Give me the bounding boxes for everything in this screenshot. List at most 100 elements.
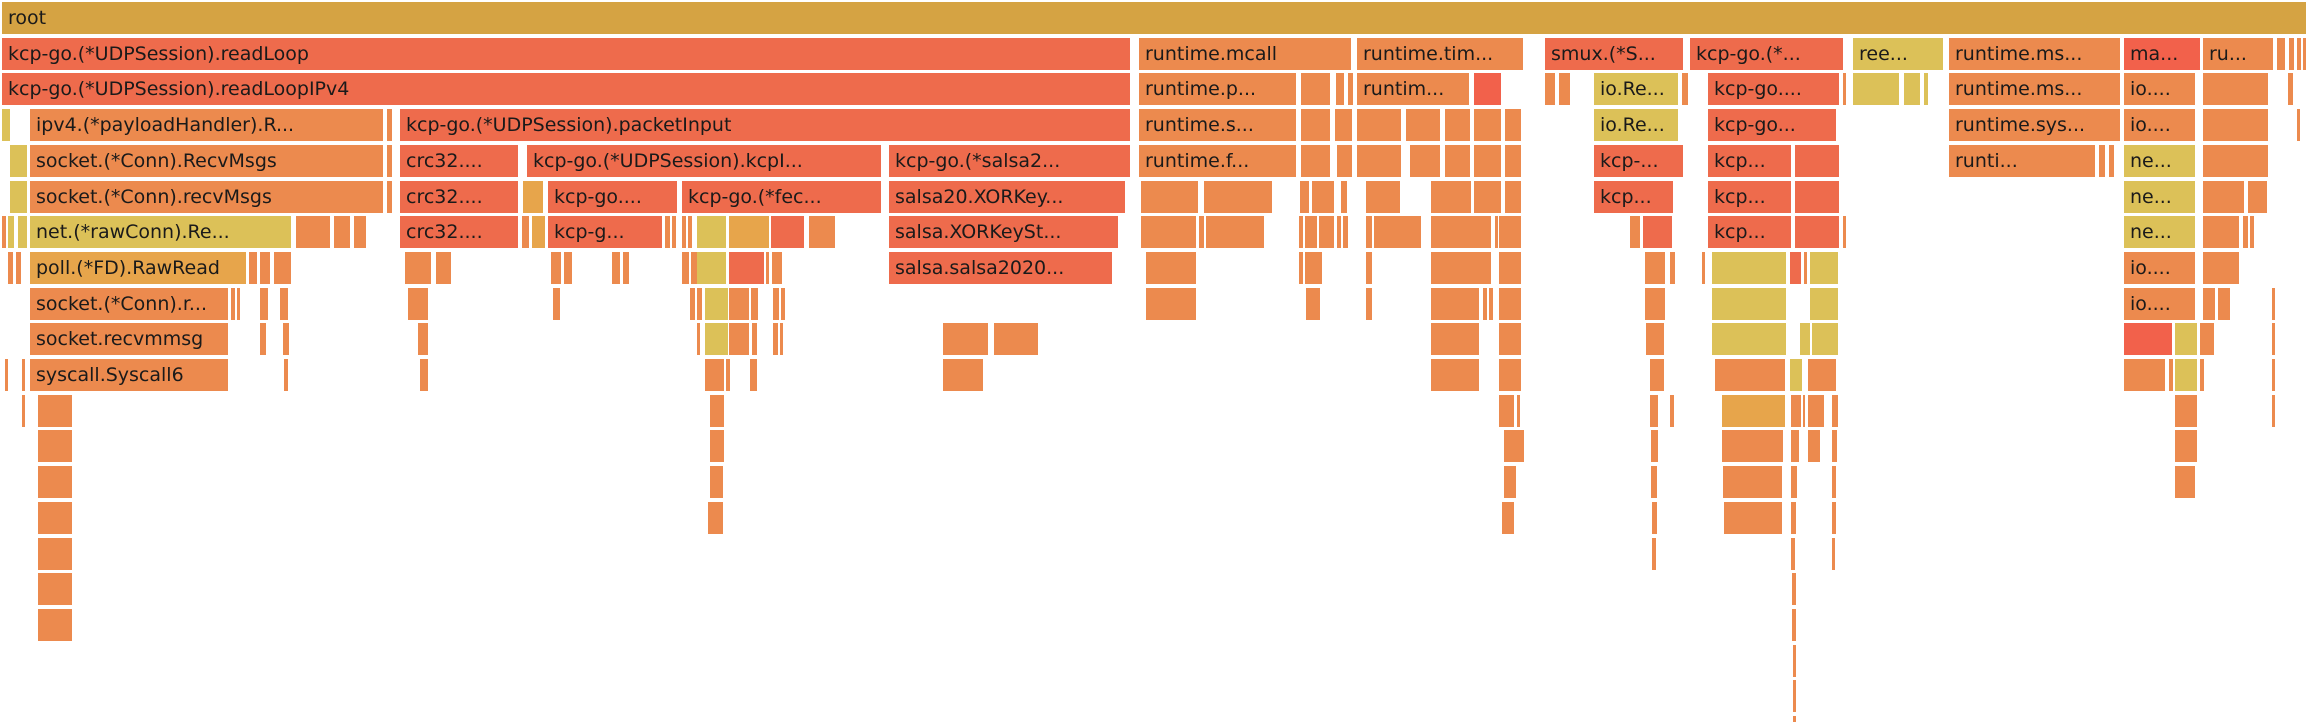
flame-frame[interactable] (1335, 109, 1352, 141)
flame-frame[interactable] (1337, 216, 1341, 248)
flame-frame[interactable] (387, 181, 392, 213)
flame-frame[interactable] (1474, 145, 1501, 177)
flame-frame[interactable] (729, 252, 764, 284)
flame-frame[interactable] (2175, 466, 2195, 498)
flame-frame[interactable] (10, 145, 27, 177)
flame-frame-kcp-go[interactable]: kcp-go.... (548, 181, 677, 213)
flame-frame[interactable] (1795, 145, 1839, 177)
flame-frame[interactable] (553, 288, 560, 320)
flame-frame[interactable] (994, 323, 1038, 355)
flame-frame[interactable] (2218, 288, 2230, 320)
flame-frame[interactable] (1410, 145, 1440, 177)
flame-frame[interactable] (2203, 216, 2239, 248)
flame-frame[interactable] (405, 252, 431, 284)
flame-frame[interactable] (1319, 216, 1334, 248)
flame-frame[interactable] (1199, 216, 1204, 248)
flame-frame[interactable] (729, 216, 769, 248)
flame-frame[interactable] (1499, 323, 1521, 355)
flame-frame[interactable] (705, 323, 728, 355)
flame-frame[interactable] (2297, 109, 2300, 141)
flame-frame[interactable] (1723, 466, 1782, 498)
flame-frame[interactable] (1431, 359, 1479, 391)
flame-frame[interactable] (2, 109, 10, 141)
flame-frame[interactable] (1357, 109, 1401, 141)
flame-frame[interactable] (280, 288, 288, 320)
flame-frame[interactable] (691, 252, 697, 284)
flame-frame[interactable] (296, 216, 330, 248)
flame-frame[interactable] (710, 395, 724, 427)
flame-frame[interactable] (1810, 252, 1838, 284)
flame-frame-ne[interactable]: ne... (2124, 216, 2195, 248)
flame-frame[interactable] (38, 573, 72, 605)
flame-frame[interactable] (1651, 430, 1658, 462)
flame-frame[interactable] (1843, 73, 1846, 105)
flame-frame[interactable] (1299, 252, 1303, 284)
flame-frame[interactable] (1808, 395, 1824, 427)
flame-frame[interactable] (1366, 216, 1372, 248)
flame-frame[interactable] (780, 323, 783, 355)
flame-frame[interactable] (1505, 145, 1521, 177)
flame-frame[interactable] (665, 216, 670, 248)
flame-frame[interactable] (283, 323, 289, 355)
flame-frame[interactable] (1722, 430, 1783, 462)
flame-frame[interactable] (690, 288, 695, 320)
flame-frame[interactable] (1702, 252, 1705, 284)
flame-frame[interactable] (2277, 38, 2285, 70)
flame-frame-kcp[interactable]: kcp-... (1594, 145, 1683, 177)
flame-frame[interactable] (1366, 288, 1372, 320)
flame-frame[interactable] (708, 502, 723, 534)
flame-frame[interactable] (1146, 252, 1196, 284)
flame-frame[interactable] (38, 466, 72, 498)
flame-frame[interactable] (781, 288, 785, 320)
flame-frame-ru[interactable]: ru... (2203, 38, 2273, 70)
flame-frame[interactable] (249, 252, 257, 284)
flame-frame[interactable] (334, 216, 350, 248)
flame-frame[interactable] (1652, 538, 1656, 570)
flame-frame-salsa20-xorkey[interactable]: salsa20.XORKey... (889, 181, 1125, 213)
flame-frame[interactable] (1793, 680, 1796, 712)
flame-frame-kcp-go-udpsession-packetinput[interactable]: kcp-go.(*UDPSession).packetInput (400, 109, 1130, 141)
flame-frame[interactable] (705, 359, 724, 391)
flame-frame[interactable] (1791, 538, 1795, 570)
flame-frame-kcp-go-udpsession-kcpi[interactable]: kcp-go.(*UDPSession).kcpI... (527, 145, 881, 177)
flame-frame[interactable] (2109, 145, 2114, 177)
flame-frame[interactable] (2243, 216, 2248, 248)
flame-frame[interactable] (1808, 430, 1820, 462)
flame-frame[interactable] (682, 252, 689, 284)
flame-frame[interactable] (1810, 288, 1838, 320)
flame-frame[interactable] (1790, 359, 1802, 391)
flame-frame[interactable] (22, 395, 25, 427)
flame-frame[interactable] (237, 288, 240, 320)
flame-frame[interactable] (1366, 181, 1400, 213)
flame-frame-runtime-tim[interactable]: runtime.tim... (1357, 38, 1523, 70)
flame-frame[interactable] (1843, 216, 1846, 248)
flame-frame[interactable] (1670, 395, 1674, 427)
flame-frame-kcp[interactable]: kcp... (1594, 181, 1673, 213)
flame-frame[interactable] (22, 359, 25, 391)
flame-frame[interactable] (1502, 502, 1514, 534)
flame-frame[interactable] (1336, 73, 1344, 105)
flame-frame[interactable] (710, 430, 724, 462)
flame-frame[interactable] (682, 216, 686, 248)
flame-frame[interactable] (1341, 181, 1347, 213)
flame-frame[interactable] (1646, 323, 1664, 355)
flame-frame[interactable] (1431, 181, 1471, 213)
flame-frame[interactable] (773, 323, 778, 355)
flame-frame[interactable] (1499, 252, 1521, 284)
flame-frame[interactable] (1431, 288, 1479, 320)
flame-frame[interactable] (1804, 252, 1807, 284)
flame-frame[interactable] (284, 359, 288, 391)
flame-frame[interactable] (772, 252, 782, 284)
flame-frame-kcp-go-salsa2[interactable]: kcp-go.(*salsa2... (889, 145, 1130, 177)
flame-frame[interactable] (1343, 216, 1348, 248)
flame-frame[interactable] (2099, 145, 2105, 177)
flame-frame[interactable] (1853, 73, 1899, 105)
flame-frame[interactable] (2175, 323, 2197, 355)
flame-frame[interactable] (1474, 73, 1501, 105)
flame-frame[interactable] (1792, 573, 1796, 605)
flame-frame[interactable] (1357, 145, 1401, 177)
flame-frame[interactable] (1630, 216, 1640, 248)
flame-frame[interactable] (1504, 430, 1524, 462)
flame-frame[interactable] (943, 323, 988, 355)
flame-frame[interactable] (2203, 145, 2268, 177)
